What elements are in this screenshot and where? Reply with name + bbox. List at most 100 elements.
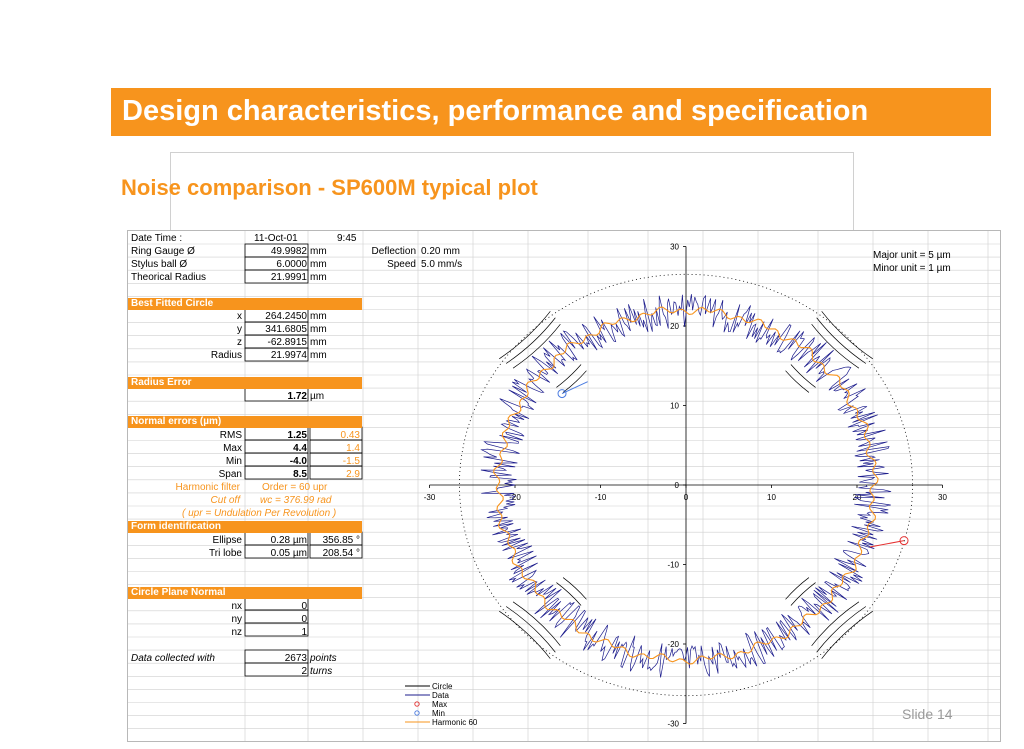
harmonic-trace	[493, 306, 879, 665]
collected-label: Data collected with	[131, 653, 215, 664]
radius-error-unit: µm	[310, 391, 325, 402]
slide-title: Design characteristics, performance and …	[122, 95, 869, 127]
tolerance-arc	[505, 317, 556, 364]
span-value: 8.5	[293, 469, 307, 480]
legend-data: Data	[432, 691, 449, 700]
circle-plane-header: Circle Plane Normal	[128, 587, 362, 599]
spreadsheet-grid	[128, 231, 1000, 741]
reference-circle	[459, 273, 913, 697]
value-cell-border	[244, 347, 309, 362]
max-filtered: 1.4	[346, 443, 360, 454]
x-tick-label: -10	[595, 493, 607, 502]
rms-filtered: 0.43	[340, 430, 360, 441]
value-cell-border	[244, 465, 309, 480]
y-tick-label: 10	[670, 402, 679, 411]
tolerance-arc	[556, 582, 582, 606]
x-tick-label: 30	[938, 493, 947, 502]
y-unit: mm	[310, 324, 327, 335]
nz-value: 1	[301, 627, 307, 638]
radius-value: 21.9974	[270, 350, 307, 361]
turns-label: turns	[310, 666, 333, 677]
tolerance-arc	[821, 610, 873, 659]
tolerance-arc	[562, 577, 587, 600]
span-label: Span	[218, 469, 242, 480]
deflection-value: 0.20 mm	[421, 246, 460, 257]
slide-number: Slide 14	[902, 706, 953, 722]
x-tick-label: 0	[684, 493, 689, 502]
tolerance-arc	[785, 577, 810, 600]
form-identification-header: Form identification	[128, 521, 362, 533]
max-marker-line	[869, 540, 905, 548]
value-cell-border	[309, 465, 363, 480]
x-value: 264.2450	[265, 311, 307, 322]
theoretical-radius-value: 21.9991	[270, 272, 307, 283]
best-fit-header: Best Fitted Circle	[128, 298, 362, 310]
tolerance-arc	[790, 364, 816, 388]
y-tick-label: -30	[667, 720, 679, 729]
slide-frame	[170, 152, 854, 233]
cutoff-label: Cut off	[210, 495, 240, 506]
theoretical-radius-unit: mm	[310, 272, 327, 283]
tolerance-arc	[811, 323, 860, 369]
y-tick-label: 20	[670, 322, 679, 331]
tolerance-arc	[790, 582, 816, 606]
data-trace	[480, 294, 892, 678]
span-filtered: 2.9	[346, 469, 360, 480]
x-tick-label: -30	[424, 493, 436, 502]
tolerance-arc	[499, 610, 551, 659]
harmonic-label: Harmonic filter	[175, 482, 240, 493]
z-unit: mm	[310, 337, 327, 348]
max-value: 4.4	[293, 443, 307, 454]
trilobe-label: Tri lobe	[209, 548, 242, 559]
tolerance-arc	[512, 323, 561, 369]
speed-label: Speed	[387, 259, 416, 270]
harmonic-value: Order = 60 upr	[262, 482, 328, 493]
spreadsheet	[127, 230, 1001, 742]
min-label: Min	[225, 456, 242, 467]
time-value: 9:45	[337, 233, 357, 244]
speed-value: 5.0 mm/s	[421, 259, 463, 270]
trilobe-value: 0.05 µm	[270, 548, 307, 559]
nz-label: nz	[231, 627, 242, 638]
stylus-label: Stylus ball Ø	[131, 259, 188, 270]
tolerance-arc	[505, 606, 556, 653]
radius-unit: mm	[310, 350, 327, 361]
points-label: points	[310, 653, 337, 664]
legend-max: Max	[432, 700, 447, 709]
nx-label: nx	[231, 601, 242, 612]
x-unit: mm	[310, 311, 327, 322]
title-bar: Design characteristics, performance and …	[111, 88, 991, 136]
tolerance-arc	[821, 311, 873, 360]
date-time-label: Date Time :	[131, 233, 183, 244]
tolerance-arc	[512, 601, 561, 647]
tolerance-arc	[816, 317, 867, 364]
min-marker-line	[561, 381, 588, 395]
max-marker	[899, 536, 909, 546]
cutoff-value: wc = 376.99 rad	[260, 495, 332, 506]
points-value: 2673	[284, 653, 307, 664]
tolerance-arc	[499, 311, 551, 360]
x-label: x	[237, 311, 242, 322]
ny-value: 0	[301, 614, 307, 625]
x-tick-label: -20	[509, 493, 521, 502]
tolerance-arc	[816, 606, 867, 653]
deflection-label: Deflection	[371, 246, 416, 257]
min-marker	[557, 389, 567, 399]
max-label: Max	[223, 443, 242, 454]
stylus-value: 6.0000	[276, 259, 307, 270]
radius-error-header: Radius Error	[128, 377, 362, 389]
radius-label: Radius	[210, 350, 242, 361]
x-tick-label: 10	[767, 493, 776, 502]
value-cell-border	[244, 622, 309, 637]
theoretical-radius-label: Theorical Radius	[131, 272, 207, 283]
slide-subtitle: Noise comparison - SP600M typical plot	[121, 175, 538, 200]
y-value: 341.6805	[265, 324, 307, 335]
ring-gauge-label: Ring Gauge Ø	[131, 246, 195, 257]
tolerance-arc	[811, 601, 860, 647]
y-tick-label: 30	[670, 243, 679, 252]
tolerance-arc	[785, 370, 810, 393]
ring-gauge-value: 49.9982	[270, 246, 307, 257]
z-label: z	[237, 337, 242, 348]
y-tick-label: -10	[667, 561, 679, 570]
rms-value: 1.25	[287, 430, 307, 441]
